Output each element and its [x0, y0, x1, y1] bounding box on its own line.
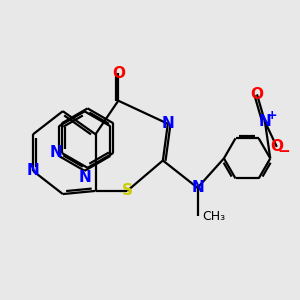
Text: N: N [191, 180, 204, 195]
Text: +: + [267, 109, 278, 122]
Text: CH₃: CH₃ [202, 210, 225, 223]
Text: N: N [78, 170, 91, 185]
Text: S: S [122, 183, 133, 198]
Text: O: O [250, 87, 263, 102]
Text: O: O [112, 66, 125, 81]
Text: N: N [259, 114, 271, 129]
Text: −: − [278, 144, 291, 159]
Text: N: N [27, 164, 40, 178]
Text: O: O [270, 140, 283, 154]
Text: N: N [161, 116, 174, 131]
Text: N: N [50, 146, 62, 160]
